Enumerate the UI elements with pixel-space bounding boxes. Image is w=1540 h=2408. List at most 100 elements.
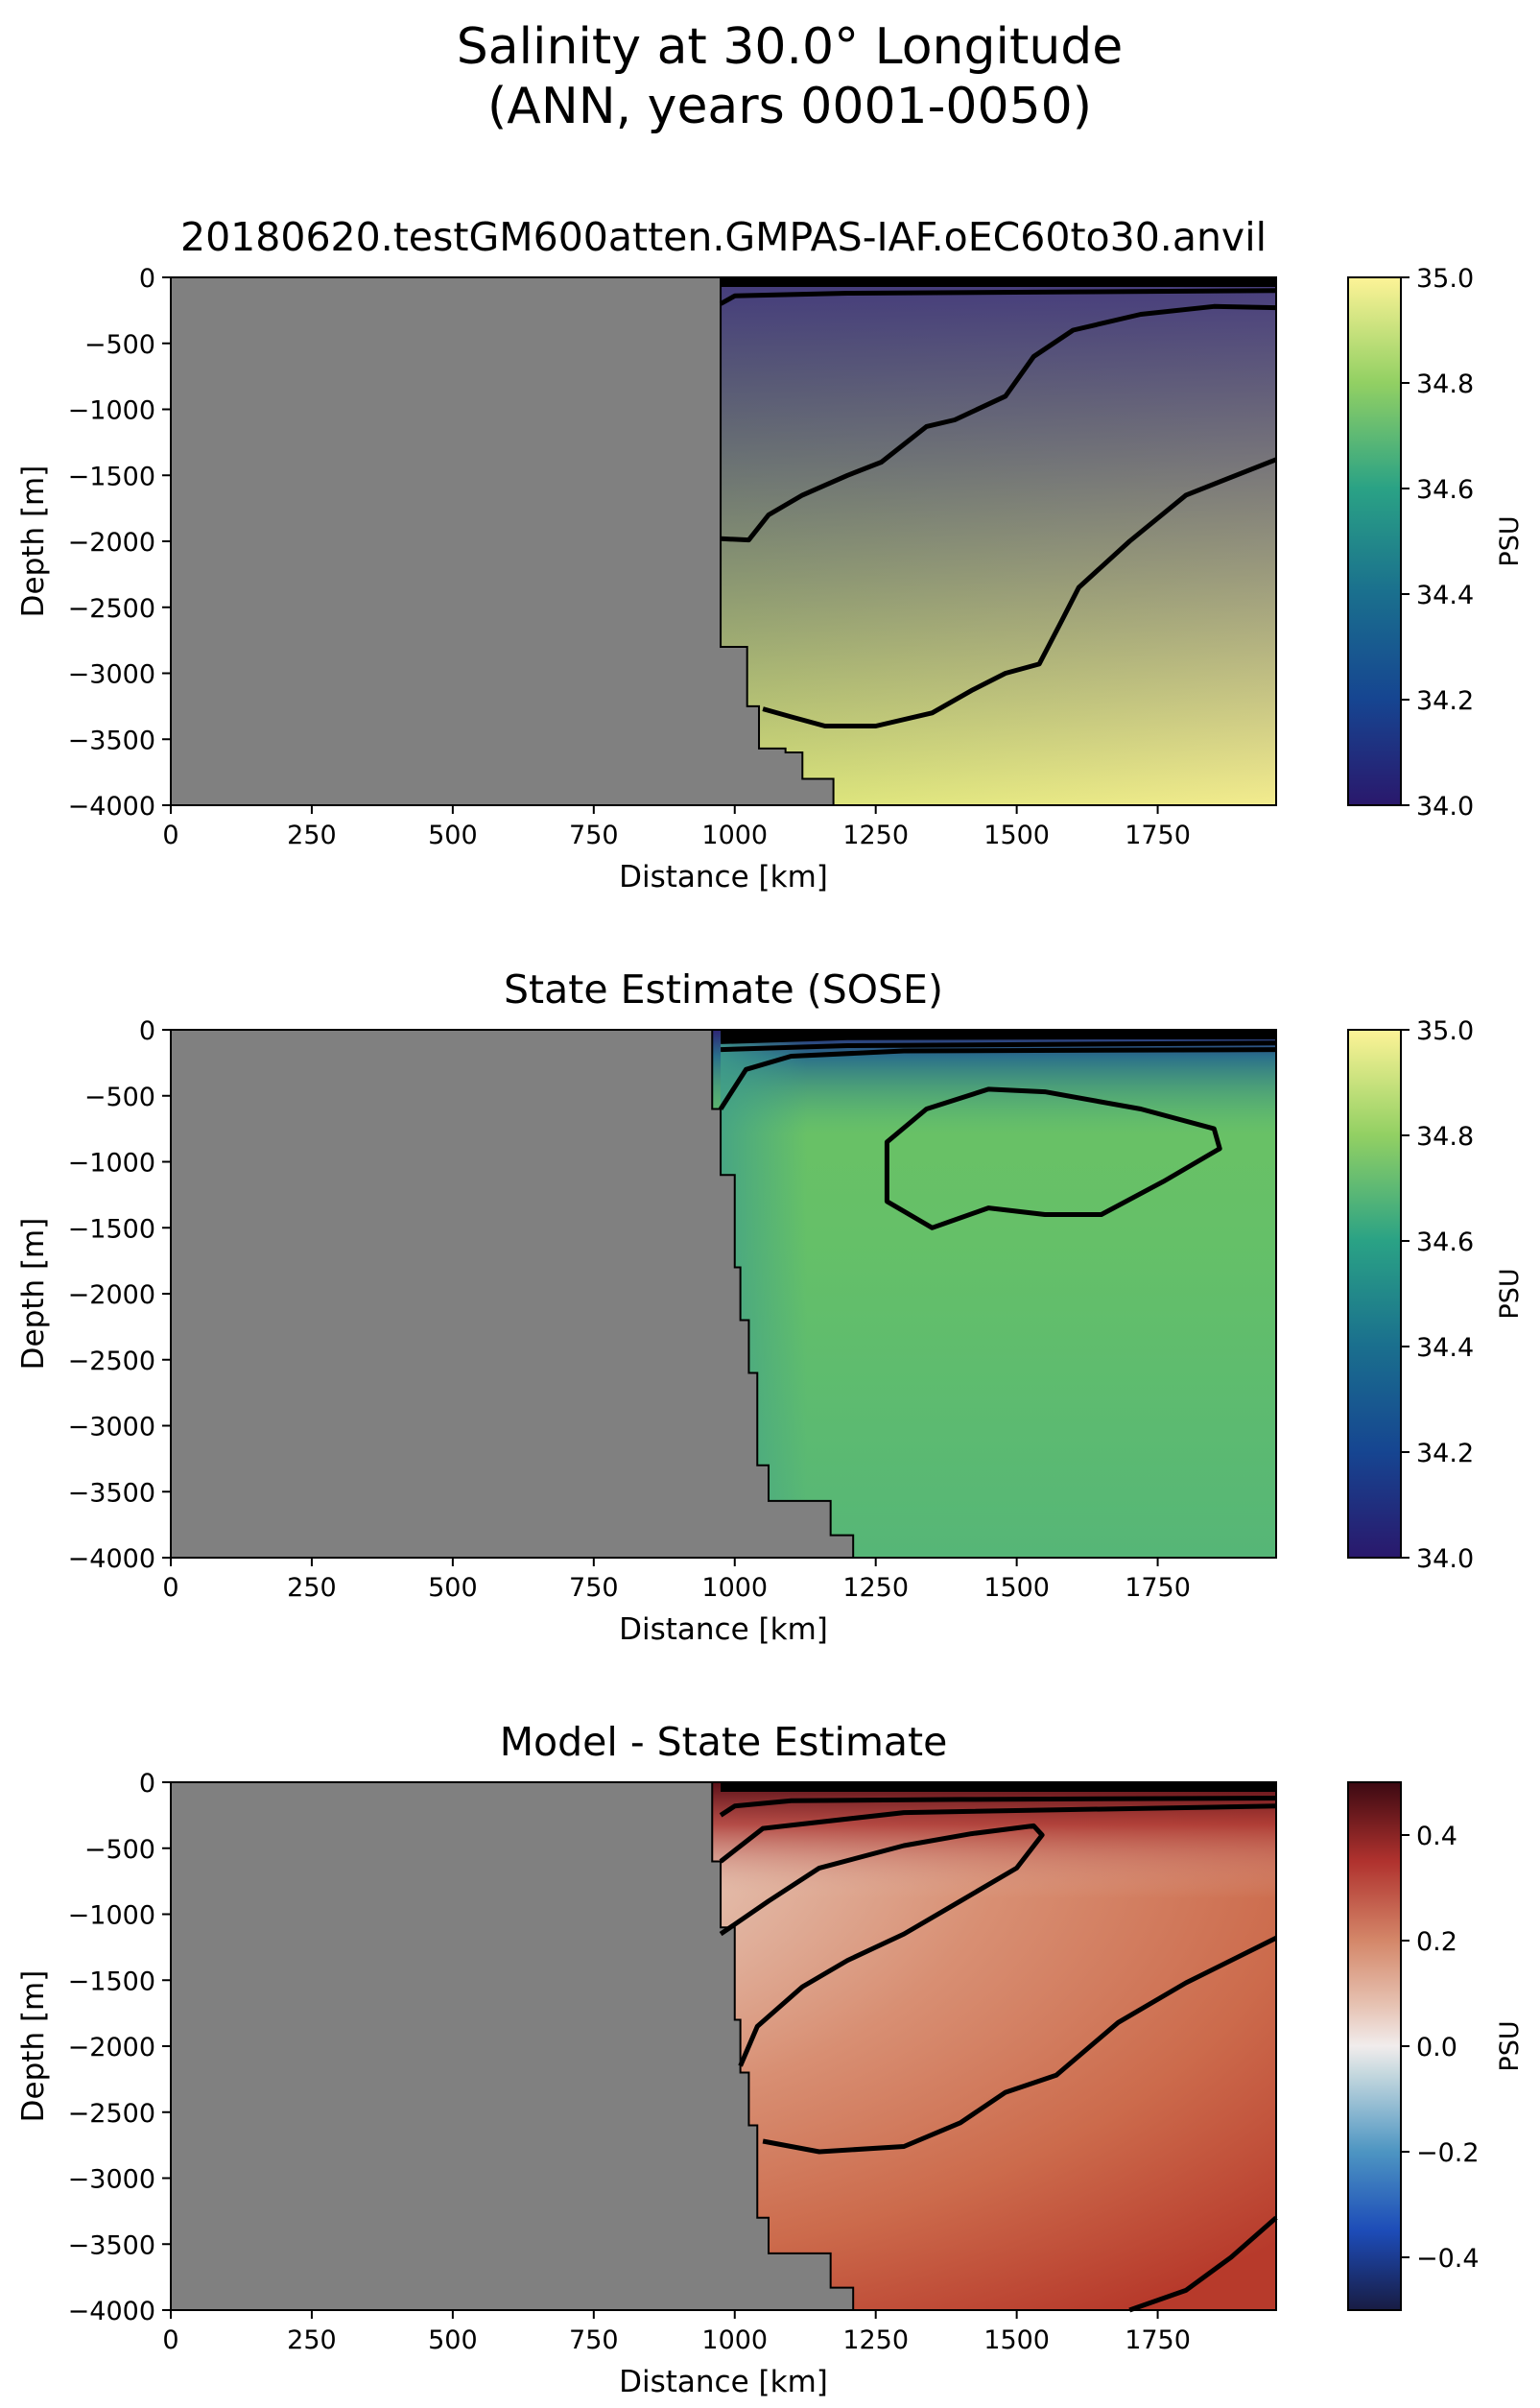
y-tick-label: −2000 xyxy=(68,1280,155,1310)
colorbar-tick-label: −0.2 xyxy=(1416,2138,1480,2168)
y-tick-label: 0 xyxy=(139,1016,155,1046)
x-tick-label: 1250 xyxy=(842,821,909,850)
x-tick-label: 1500 xyxy=(983,2325,1050,2355)
x-tick-label: 500 xyxy=(428,821,478,850)
y-tick-label: 0 xyxy=(139,1769,155,1799)
colorbar: −0.4 −0.2 0.0 0.2 0.4 PSU xyxy=(1347,1781,1525,2311)
contour-line xyxy=(721,1040,1277,1053)
y-tick-label: −2500 xyxy=(68,1347,155,1376)
y-tick-label: −1000 xyxy=(68,1149,155,1179)
colorbar-tick-label: 0.0 xyxy=(1416,2033,1457,2062)
x-tick-label: 0 xyxy=(162,2325,178,2355)
x-tick-label: 1000 xyxy=(701,1573,768,1603)
contour-line xyxy=(1128,2215,1278,2313)
x-tick-label: 1750 xyxy=(1125,2325,1191,2355)
y-axis-label: Depth [m] xyxy=(16,1218,51,1371)
y-tick-label: −1000 xyxy=(68,1901,155,1931)
x-tick-label: 1500 xyxy=(983,1573,1050,1603)
colorbar-tick-label: 35.0 xyxy=(1416,264,1474,294)
colorbar-gradient xyxy=(1347,1781,1402,2311)
colorbar-tick-label: 0.4 xyxy=(1416,1822,1457,1851)
contour-line xyxy=(884,1086,1222,1230)
contour-line xyxy=(719,1803,1277,1864)
y-axis-label: Depth [m] xyxy=(16,1970,51,2123)
x-axis-label: Distance [km] xyxy=(619,1612,828,1647)
contour-line xyxy=(720,303,1277,543)
panel-title: Model - State Estimate xyxy=(500,1719,948,1765)
colorbar-tick-label: 34.4 xyxy=(1416,581,1474,610)
land-mask xyxy=(170,1781,855,2311)
x-tick-label: 750 xyxy=(569,1573,619,1603)
x-tick-label: 1250 xyxy=(842,2325,909,2355)
x-tick-label: 0 xyxy=(162,821,178,850)
x-tick-label: 500 xyxy=(428,2325,478,2355)
x-tick-label: 1750 xyxy=(1125,821,1191,850)
surface-contour-band xyxy=(721,1030,1276,1039)
contour-line xyxy=(719,1796,1277,1818)
x-tick-label: 1250 xyxy=(842,1573,909,1603)
colorbar-tick-label: 34.6 xyxy=(1416,475,1474,505)
y-tick-label: −500 xyxy=(84,330,155,360)
figure-title-line2: (ANN, years 0001-0050) xyxy=(487,78,1092,135)
colorbar-label: PSU xyxy=(1495,2020,1525,2071)
colorbar: 34.0 34.2 34.4 34.6 34.8 35.0 PSU xyxy=(1347,264,1525,822)
y-axis-label: Depth [m] xyxy=(16,465,51,618)
colorbar-tick-label: 34.8 xyxy=(1416,1122,1474,1152)
contour-line xyxy=(719,1823,1045,2067)
x-axis-label: Distance [km] xyxy=(619,860,828,894)
y-tick-label: −1500 xyxy=(68,462,155,491)
x-tick-label: 1000 xyxy=(701,2325,768,2355)
colorbar-tick-label: 34.4 xyxy=(1416,1333,1474,1363)
land-mask xyxy=(170,1029,855,1559)
colorbar-tick-label: 35.0 xyxy=(1416,1016,1474,1046)
colorbar-tick-label: 34.0 xyxy=(1416,1544,1474,1574)
x-tick-label: 750 xyxy=(569,2325,619,2355)
contour-line xyxy=(762,457,1277,728)
colorbar: 34.0 34.2 34.4 34.6 34.8 35.0 PSU xyxy=(1347,1016,1525,1574)
colorbar-tick-label: 34.2 xyxy=(1416,686,1474,716)
y-tick-label: −500 xyxy=(84,1835,155,1865)
colorbar-tick-label: 34.6 xyxy=(1416,1228,1474,1257)
y-tick-label: −3500 xyxy=(68,2230,155,2260)
panel-title: 20180620.testGM600atten.GMPAS-IAF.oEC60t… xyxy=(180,214,1267,260)
y-tick-label: −3500 xyxy=(68,726,155,755)
colorbar-gradient xyxy=(1347,276,1402,806)
colorbar-tick-label: 0.2 xyxy=(1416,1927,1457,1957)
y-tick-label: −2500 xyxy=(68,594,155,624)
colorbar-tick-label: 34.0 xyxy=(1416,792,1474,822)
x-tick-label: 250 xyxy=(287,821,337,850)
y-tick-label: −3000 xyxy=(68,1413,155,1442)
y-tick-label: 0 xyxy=(139,264,155,294)
colorbar-tick-label: 34.2 xyxy=(1416,1439,1474,1468)
panel-title: State Estimate (SOSE) xyxy=(504,966,943,1013)
y-tick-label: −3000 xyxy=(68,2165,155,2195)
colorbar-gradient xyxy=(1347,1029,1402,1559)
panel-2: State Estimate (SOSE) 0 250 500 750 1000 1250 1… xyxy=(16,966,1525,1647)
contour-line xyxy=(718,1047,1277,1110)
colorbar-tick-label: 34.8 xyxy=(1416,370,1474,399)
x-tick-label: 500 xyxy=(428,1573,478,1603)
y-tick-label: −4000 xyxy=(68,792,155,822)
y-tick-label: −3000 xyxy=(68,660,155,690)
y-tick-label: −4000 xyxy=(68,2297,155,2326)
land-mask xyxy=(170,276,835,806)
contour-line xyxy=(762,1936,1278,2155)
x-tick-label: 1000 xyxy=(701,821,768,850)
panel-1: 20180620.testGM600atten.GMPAS-IAF.oEC60t… xyxy=(16,214,1525,894)
x-tick-label: 750 xyxy=(569,821,619,850)
x-tick-label: 1500 xyxy=(983,821,1050,850)
y-tick-label: −1500 xyxy=(68,1967,155,1996)
panel-3: Model - State Estimate 0 250 500 750 1000 1250… xyxy=(16,1719,1525,2399)
x-tick-label: 0 xyxy=(162,1573,178,1603)
y-tick-label: −2000 xyxy=(68,2033,155,2062)
surface-contour-band xyxy=(721,1782,1276,1792)
x-tick-label: 250 xyxy=(287,1573,337,1603)
y-tick-label: −4000 xyxy=(68,1544,155,1574)
y-tick-label: −3500 xyxy=(68,1478,155,1508)
y-tick-label: −500 xyxy=(84,1083,155,1112)
contour-line xyxy=(719,288,1277,306)
surface-contour-band xyxy=(721,277,1276,287)
colorbar-label: PSU xyxy=(1495,1268,1525,1319)
colorbar-tick-label: −0.4 xyxy=(1416,2244,1480,2274)
